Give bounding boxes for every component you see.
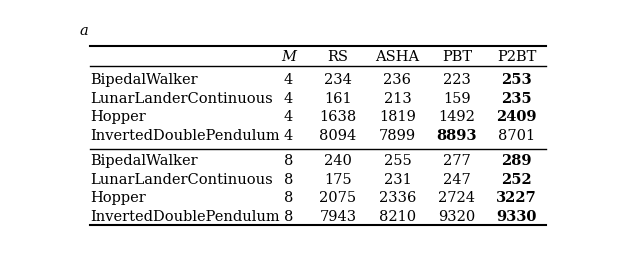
Text: 252: 252 (501, 173, 532, 187)
Text: 289: 289 (501, 154, 532, 168)
Text: 8701: 8701 (498, 129, 535, 143)
Text: 7943: 7943 (319, 210, 356, 224)
Text: 4: 4 (284, 73, 293, 87)
Text: 1492: 1492 (438, 110, 476, 124)
Text: 247: 247 (443, 173, 471, 187)
Text: M: M (281, 50, 296, 64)
Text: 234: 234 (324, 73, 352, 87)
Text: 2724: 2724 (438, 191, 476, 205)
Text: 161: 161 (324, 92, 352, 106)
Text: 8: 8 (284, 173, 293, 187)
Text: 1819: 1819 (379, 110, 416, 124)
Text: LunarLanderContinuous: LunarLanderContinuous (90, 173, 273, 187)
Text: ASHA: ASHA (376, 50, 419, 64)
Text: 223: 223 (443, 73, 471, 87)
Text: BipedalWalker: BipedalWalker (90, 73, 198, 87)
Text: 2336: 2336 (379, 191, 416, 205)
Text: 8893: 8893 (436, 129, 477, 143)
Text: 8: 8 (284, 191, 293, 205)
Text: 4: 4 (284, 129, 293, 143)
Text: 159: 159 (443, 92, 471, 106)
Text: 253: 253 (501, 73, 532, 87)
Text: 255: 255 (383, 154, 412, 168)
Text: 8210: 8210 (379, 210, 416, 224)
Text: 8: 8 (284, 154, 293, 168)
Text: 8: 8 (284, 210, 293, 224)
Text: 3227: 3227 (496, 191, 537, 205)
Text: 240: 240 (324, 154, 352, 168)
Text: 1638: 1638 (319, 110, 356, 124)
Text: 9320: 9320 (438, 210, 476, 224)
Text: 277: 277 (443, 154, 471, 168)
Text: 213: 213 (383, 92, 412, 106)
Text: InvertedDoublePendulum: InvertedDoublePendulum (90, 129, 280, 143)
Text: 8094: 8094 (319, 129, 356, 143)
Text: PBT: PBT (442, 50, 472, 64)
Text: 4: 4 (284, 92, 293, 106)
Text: 231: 231 (383, 173, 412, 187)
Text: 235: 235 (501, 92, 532, 106)
Text: RS: RS (328, 50, 348, 64)
Text: Hopper: Hopper (90, 110, 146, 124)
Text: P2BT: P2BT (497, 50, 536, 64)
Text: 2075: 2075 (319, 191, 356, 205)
Text: Hopper: Hopper (90, 191, 146, 205)
Text: 4: 4 (284, 110, 293, 124)
Text: LunarLanderContinuous: LunarLanderContinuous (90, 92, 273, 106)
Text: BipedalWalker: BipedalWalker (90, 154, 198, 168)
Text: 2409: 2409 (496, 110, 537, 124)
Text: 9330: 9330 (496, 210, 537, 224)
Text: 7899: 7899 (379, 129, 416, 143)
Text: 236: 236 (383, 73, 412, 87)
Text: 175: 175 (324, 173, 352, 187)
Text: a: a (80, 24, 89, 38)
Text: InvertedDoublePendulum: InvertedDoublePendulum (90, 210, 280, 224)
